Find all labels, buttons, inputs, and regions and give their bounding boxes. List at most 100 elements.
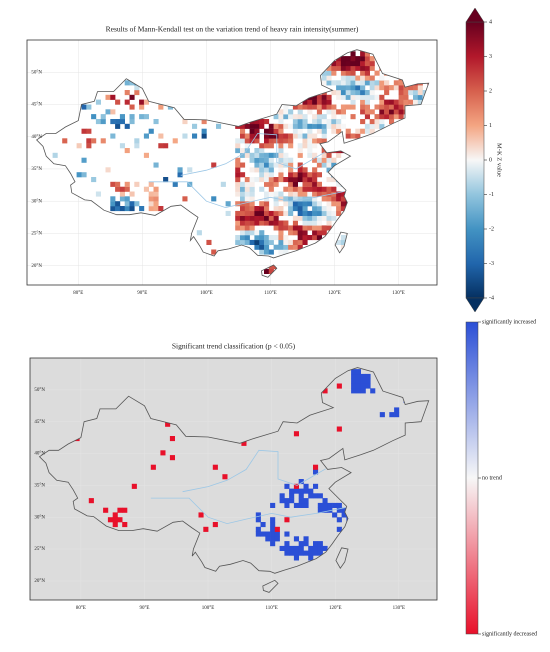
raster-cell — [153, 206, 159, 212]
raster-cell — [303, 498, 309, 504]
raster-cell — [244, 196, 250, 202]
raster-cell — [336, 502, 342, 508]
raster-cell — [283, 177, 289, 183]
raster-cell — [307, 152, 313, 158]
raster-cell — [110, 201, 116, 207]
raster-cell — [119, 191, 125, 197]
raster-cell — [355, 75, 361, 81]
raster-cell — [249, 196, 255, 202]
raster-cell — [389, 104, 395, 110]
raster-cell — [316, 128, 322, 134]
raster-cell — [374, 94, 380, 100]
raster-cell — [288, 206, 294, 212]
raster-cell — [350, 133, 356, 139]
raster-cell — [321, 191, 327, 197]
raster-cell — [360, 383, 366, 389]
colorbar-extend-bottom — [465, 297, 485, 313]
raster-cell — [303, 550, 309, 556]
raster-cell — [302, 191, 308, 197]
raster-cell — [297, 104, 303, 110]
raster-cell — [322, 388, 328, 394]
raster-cell — [206, 239, 212, 245]
raster-cell — [312, 94, 318, 100]
raster-cell — [298, 550, 304, 556]
raster-cell — [360, 128, 366, 134]
y-tick-label: 20°N — [34, 579, 45, 584]
raster-cell — [288, 162, 294, 168]
raster-cell — [153, 162, 159, 168]
raster-cell — [273, 114, 279, 120]
raster-cell — [249, 201, 255, 207]
raster-cell — [345, 133, 351, 139]
raster-cell — [225, 210, 231, 216]
raster-cell — [264, 268, 270, 274]
raster-cell — [369, 90, 375, 96]
raster-cell — [264, 239, 270, 245]
raster-cell — [293, 488, 299, 494]
raster-cell — [115, 99, 121, 105]
raster-cell — [298, 479, 304, 485]
raster-cell — [321, 148, 327, 154]
raster-cell — [244, 210, 250, 216]
raster-cell — [264, 138, 270, 144]
raster-cell — [317, 502, 323, 508]
raster-cell — [302, 206, 308, 212]
raster-cell — [268, 128, 274, 134]
raster-cell — [331, 80, 337, 86]
y-tick-label: 30°N — [34, 515, 45, 520]
raster-cell — [283, 235, 289, 241]
raster-cell — [288, 109, 294, 115]
raster-cell — [273, 220, 279, 226]
x-tick-label: 90°E — [137, 291, 147, 296]
raster-cell — [360, 99, 366, 105]
raster-cell — [264, 244, 270, 250]
raster-cell — [268, 157, 274, 163]
raster-cell — [129, 114, 135, 120]
raster-cell — [254, 177, 260, 183]
raster-cell — [340, 104, 346, 110]
raster-cell — [321, 206, 327, 212]
raster-cell — [321, 133, 327, 139]
raster-cell — [278, 225, 284, 231]
border — [38, 367, 430, 574]
raster-cell — [284, 498, 290, 504]
raster-cell — [302, 99, 308, 105]
raster-cell — [278, 239, 284, 245]
raster-cell — [288, 114, 294, 120]
raster-cell — [169, 436, 175, 442]
raster-cell — [259, 235, 265, 241]
raster-cell — [177, 172, 183, 178]
raster-cell — [326, 177, 332, 183]
colorbar-tick-label: no trend — [482, 475, 502, 481]
raster-cell — [292, 181, 298, 187]
raster-cell — [254, 210, 260, 216]
raster-cell — [117, 507, 123, 513]
raster-cell — [360, 75, 366, 81]
raster-cell — [122, 507, 128, 513]
raster-cell — [196, 230, 202, 236]
raster-cell — [115, 119, 121, 125]
colorbar-extend-top — [465, 7, 485, 23]
raster-cell — [298, 488, 304, 494]
raster-cell — [313, 483, 319, 489]
raster-cell — [119, 143, 125, 149]
raster-cell — [240, 152, 246, 158]
raster-cell — [115, 123, 121, 129]
raster-cell — [321, 94, 327, 100]
raster-cell — [322, 502, 328, 508]
raster-cell — [255, 531, 261, 537]
raster-cell — [249, 220, 255, 226]
raster-cell — [293, 545, 299, 551]
raster-cell — [240, 138, 246, 144]
raster-cell — [139, 104, 145, 110]
raster-cell — [360, 388, 366, 394]
raster-cell — [364, 123, 370, 129]
raster-cell — [264, 191, 270, 197]
raster-cell — [336, 152, 342, 158]
raster-cell — [264, 143, 270, 149]
raster-cell — [336, 239, 342, 245]
raster-cell — [143, 99, 149, 105]
raster-cell — [307, 109, 313, 115]
raster-cell — [369, 56, 375, 62]
raster-cell — [413, 94, 419, 100]
